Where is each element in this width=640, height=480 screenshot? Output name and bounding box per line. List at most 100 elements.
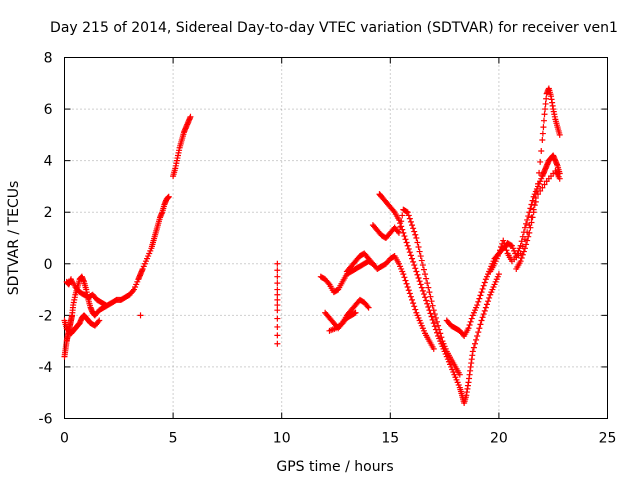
data-point [422, 271, 429, 278]
data-point [364, 303, 371, 310]
data-point [403, 208, 410, 215]
data-point [475, 329, 482, 336]
data-point [413, 235, 420, 241]
data-point [433, 318, 440, 325]
data-point [274, 280, 281, 287]
data-point [274, 273, 281, 280]
data-point [428, 298, 435, 305]
data-point [469, 348, 476, 355]
data-point [542, 100, 549, 107]
data-point [468, 315, 475, 322]
data-point [480, 282, 487, 289]
data-point [394, 228, 401, 235]
data-point [401, 233, 408, 240]
data-point [429, 302, 436, 309]
data-point [409, 296, 416, 303]
data-point [526, 222, 533, 229]
data-point [496, 247, 503, 254]
x-tick-label: 10 [273, 431, 291, 447]
data-point [406, 249, 413, 256]
data-point [274, 286, 281, 293]
data-point [274, 260, 281, 267]
data-point [402, 277, 409, 284]
x-tick-label: 0 [60, 431, 69, 447]
data-point [534, 191, 541, 198]
data-point [414, 239, 421, 246]
data-point [430, 320, 437, 327]
data-point [411, 262, 418, 269]
x-tick-label: 15 [381, 431, 399, 447]
data-point [495, 250, 502, 257]
y-tick-label: 8 [44, 51, 53, 67]
y-tick-label: -6 [39, 412, 53, 428]
data-point [102, 302, 109, 309]
data-point [540, 117, 547, 124]
data-point [352, 309, 359, 316]
data-point [475, 298, 482, 305]
data-point [187, 113, 194, 120]
data-point [470, 344, 477, 351]
data-point [406, 215, 413, 222]
data-point [537, 158, 544, 165]
data-point [528, 214, 535, 221]
data-point [417, 281, 424, 288]
data-point [409, 222, 416, 229]
data-point [425, 303, 432, 310]
data-point [400, 271, 407, 278]
y-tick-label: 6 [44, 102, 53, 118]
data-point [401, 274, 408, 281]
data-point [405, 212, 412, 219]
y-tick-label: 4 [44, 154, 53, 170]
data-point [274, 307, 281, 314]
data-point [274, 302, 281, 309]
data-point [529, 197, 536, 204]
data-point [426, 289, 433, 296]
data-point [418, 257, 425, 264]
data-point [423, 297, 430, 304]
data-point [423, 275, 430, 282]
data-point [481, 279, 488, 286]
data-point [412, 231, 419, 238]
data-point [416, 278, 423, 285]
data-point [539, 130, 546, 137]
data-point [407, 293, 414, 300]
data-point [274, 296, 281, 303]
data-point [541, 181, 548, 188]
data-point [507, 242, 514, 249]
data-point [129, 287, 136, 294]
data-point [485, 298, 492, 305]
data-point [427, 293, 434, 300]
data-point [411, 303, 418, 310]
data-point [369, 260, 376, 267]
data-point [503, 247, 510, 254]
data-point [274, 340, 281, 347]
data-point [397, 224, 404, 231]
data-point [407, 218, 414, 225]
data-point [165, 193, 172, 200]
data-point [524, 229, 531, 236]
data-point [403, 239, 410, 246]
data-point [429, 316, 436, 323]
y-axis-label: SDTVAR / TECUs [6, 181, 22, 296]
y-tick-label: -4 [39, 360, 53, 376]
data-point [96, 317, 103, 324]
data-point [274, 267, 281, 274]
data-point [542, 106, 549, 113]
data-point [520, 248, 527, 255]
data-point [479, 285, 486, 292]
data-point [519, 243, 526, 250]
data-point [502, 244, 509, 251]
data-point [351, 310, 358, 317]
data-point [532, 198, 539, 205]
data-point [530, 206, 537, 213]
data-point [424, 280, 431, 287]
x-tick-label: 5 [169, 431, 178, 447]
data-point [137, 312, 144, 319]
data-point [425, 284, 432, 291]
data-point [399, 212, 406, 219]
data-point [419, 287, 426, 294]
data-point [274, 315, 281, 322]
data-point [521, 224, 528, 231]
data-point [419, 262, 426, 269]
data-point [428, 313, 435, 320]
